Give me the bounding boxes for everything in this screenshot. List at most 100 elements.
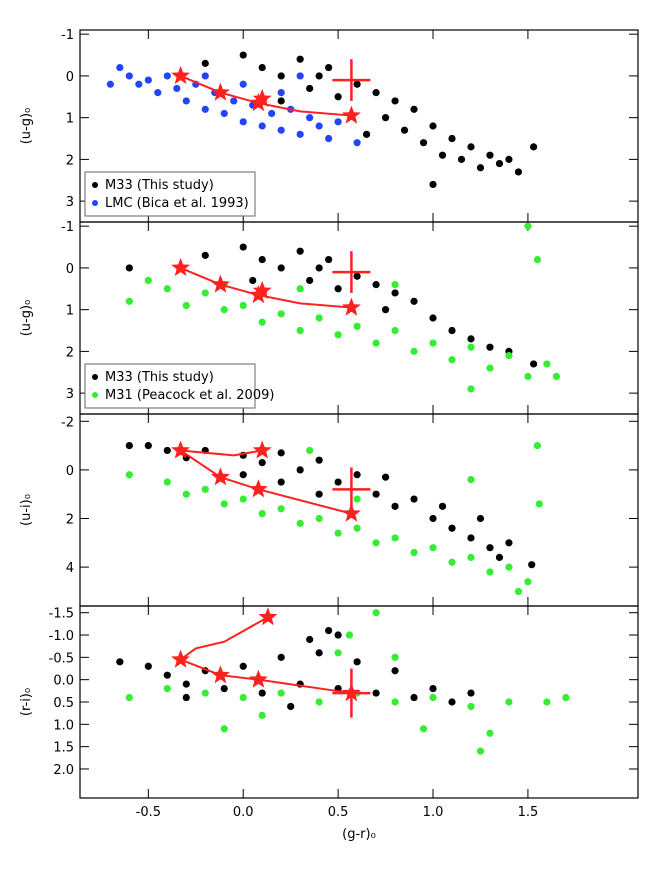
plot-frame (79, 413, 639, 607)
point (448, 326, 456, 335)
point (562, 693, 570, 702)
plot-frame (79, 605, 639, 799)
point (220, 685, 228, 693)
point (135, 80, 143, 88)
point (448, 558, 456, 566)
point (125, 297, 133, 305)
point (277, 478, 285, 486)
point (296, 466, 304, 474)
point (306, 446, 314, 455)
point (524, 372, 532, 381)
point (277, 689, 285, 697)
point (239, 662, 247, 670)
point (277, 505, 285, 513)
legend-marker (92, 392, 98, 398)
point (448, 134, 456, 143)
point (353, 322, 361, 330)
point (306, 84, 314, 93)
point (296, 285, 304, 293)
point (116, 63, 124, 72)
model-star (258, 607, 278, 626)
model-star (171, 440, 191, 459)
point (391, 281, 399, 289)
panel: -1 0 1 2 3 (u-g)₀ M33 (This study) LMC (Bica et… (19, 28, 639, 223)
point (429, 339, 437, 347)
point (258, 122, 266, 130)
y-tick-label: 1 (66, 112, 74, 127)
point (144, 441, 152, 450)
point (535, 500, 543, 508)
y-axis-label: (u-g)₀ (19, 108, 34, 145)
legend-box (84, 363, 256, 409)
model-star (171, 257, 191, 276)
point (505, 563, 513, 571)
point (287, 702, 295, 711)
model-star (252, 440, 272, 459)
point (448, 698, 456, 706)
y-tick-label: 1.5 (53, 741, 74, 756)
point (239, 118, 247, 126)
y-tick-label: 0 (66, 464, 74, 479)
model-star (171, 649, 191, 668)
point (410, 495, 418, 503)
point (258, 459, 266, 467)
y-tick-label: 3 (66, 195, 74, 210)
point (182, 693, 190, 702)
point (220, 109, 228, 118)
point (163, 285, 171, 293)
point (258, 63, 266, 72)
point (552, 372, 560, 381)
point (448, 524, 456, 532)
point (106, 80, 114, 88)
point (429, 544, 437, 552)
legend-marker (92, 182, 98, 188)
point (144, 662, 152, 670)
y-tick-label: 0.5 (53, 696, 74, 711)
point (372, 689, 380, 697)
point (448, 356, 456, 364)
point (163, 446, 171, 455)
point (391, 667, 399, 675)
point (353, 139, 361, 147)
point (429, 693, 437, 702)
point (220, 500, 228, 508)
point (533, 255, 542, 264)
point (182, 680, 190, 688)
point (334, 285, 342, 293)
point (391, 653, 399, 661)
point (239, 495, 247, 503)
point (125, 264, 133, 272)
point (325, 626, 333, 635)
point (476, 164, 485, 172)
point (258, 510, 266, 518)
point (467, 476, 475, 484)
point (353, 471, 361, 479)
y-tick-label: 2 (66, 513, 74, 528)
point (315, 698, 323, 706)
point (306, 635, 314, 644)
point (467, 143, 475, 151)
point (220, 306, 228, 314)
point (201, 105, 209, 113)
x-tick-label: -0.5 (136, 805, 161, 820)
point (277, 89, 285, 97)
point (353, 658, 361, 666)
point (391, 97, 399, 105)
point (345, 631, 354, 639)
point (467, 385, 475, 393)
y-tick-label: -0.5 (49, 651, 74, 666)
point (258, 255, 266, 264)
y-axis-label: (r-i)₀ (19, 688, 34, 716)
point (163, 685, 171, 693)
model-star (171, 65, 191, 84)
y-tick-label: 2 (66, 345, 74, 360)
point (410, 105, 418, 113)
point (220, 725, 228, 733)
point (154, 89, 162, 97)
legend-marker (92, 374, 98, 380)
point (495, 159, 504, 168)
point (325, 134, 333, 143)
point (144, 276, 152, 285)
point (315, 122, 323, 130)
